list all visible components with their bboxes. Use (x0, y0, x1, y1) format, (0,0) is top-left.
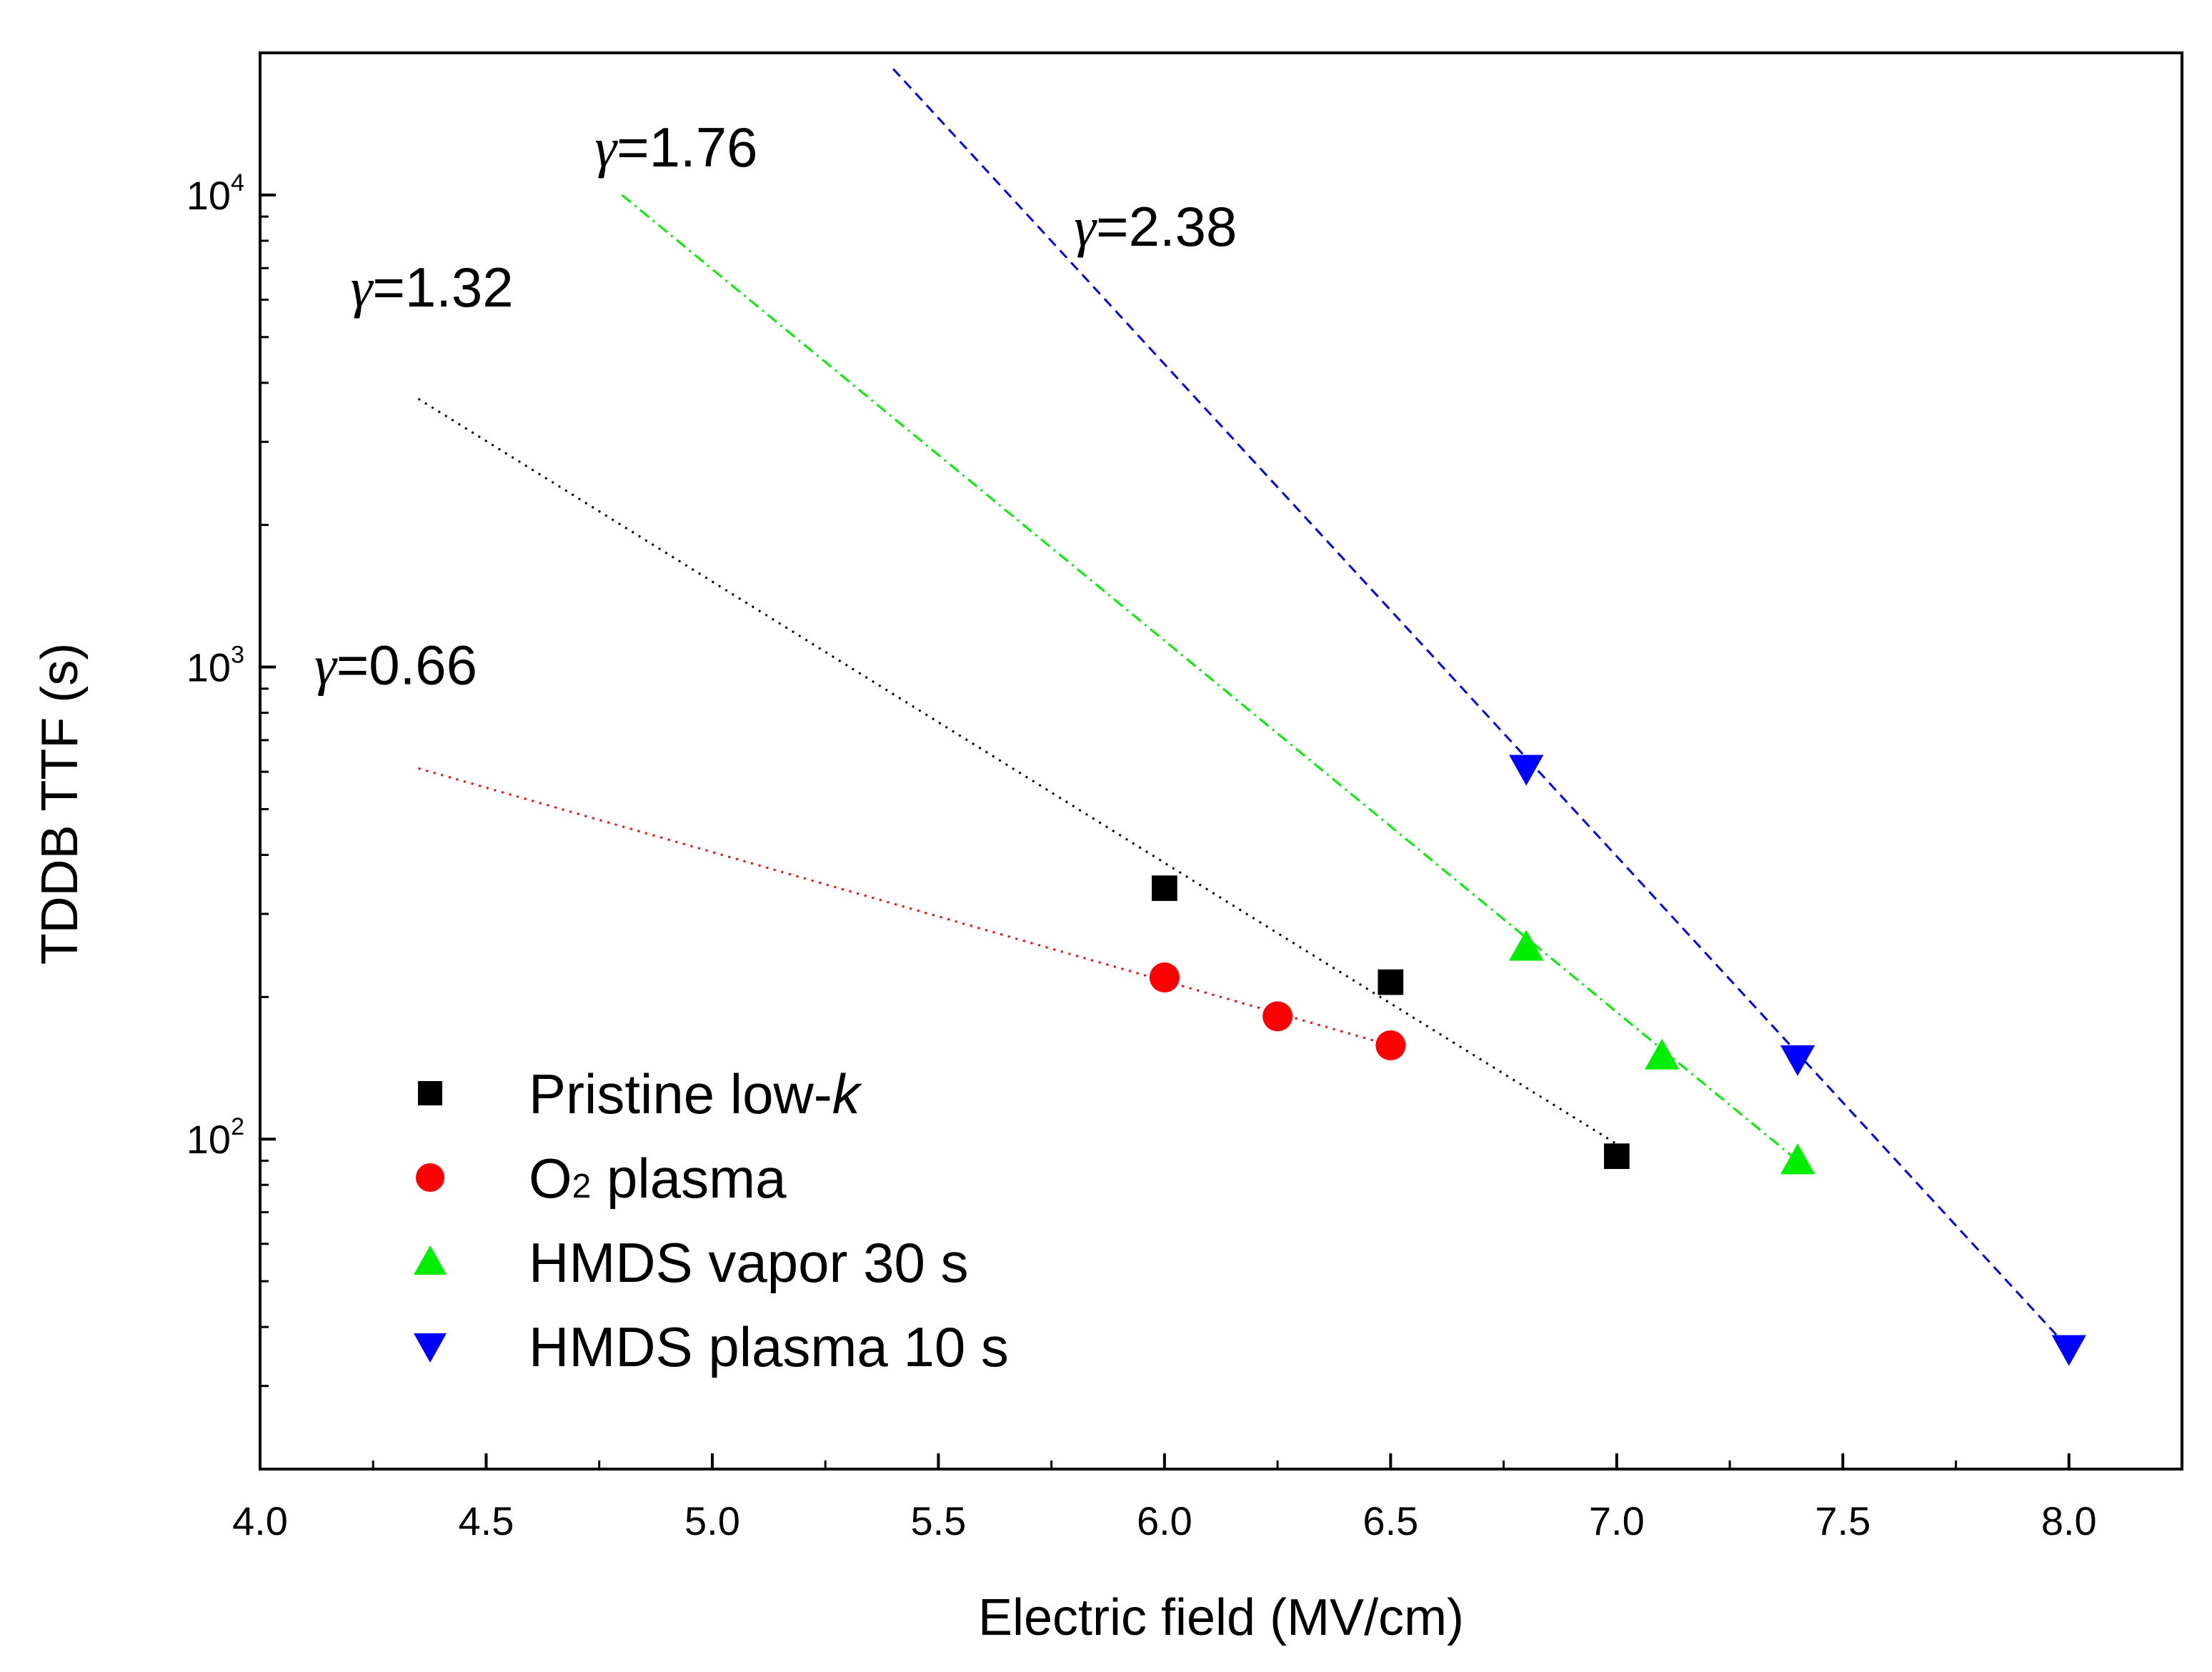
y-axis-ticks: 102 103 104 (186, 51, 276, 1471)
x-tick-label: 7.5 (1815, 1498, 1870, 1543)
gamma-label: γ=2.38 (1074, 195, 1237, 258)
data-point (1509, 755, 1544, 786)
data-point (1603, 1143, 1630, 1169)
data-point (1262, 1001, 1293, 1032)
legend-label: HMDS plasma 10 s (529, 1315, 1009, 1378)
data-points (1149, 755, 2086, 1366)
x-tick-label: 6.0 (1137, 1498, 1192, 1543)
data-point (1375, 1030, 1406, 1060)
legend-marker (418, 1081, 442, 1105)
y-axis-title: TDDB TTF (s) (31, 643, 89, 965)
legend-marker (414, 1333, 447, 1363)
gamma-annotations: γ=1.32 γ=0.66 γ=1.76 γ=2.38 (314, 116, 1237, 697)
x-axis-title: Electric field (MV/cm) (978, 1589, 1464, 1646)
data-point (2051, 1335, 2086, 1366)
x-tick-label: 4.0 (232, 1498, 288, 1543)
x-axis-ticks: 4.0 4.5 5.0 5.5 6.0 6.5 7.0 7.5 8.0 (232, 1453, 2097, 1543)
legend: Pristine low-k O2 plasma HMDS vapor 30 s HM… (414, 1063, 1009, 1378)
gamma-label: γ=1.32 (351, 256, 514, 319)
fit-line-3 (892, 68, 2070, 1350)
x-tick-label: 4.5 (459, 1498, 514, 1543)
legend-marker (414, 1245, 447, 1275)
y-tick-label: 102 (186, 1113, 244, 1162)
plot-frame (259, 51, 2183, 1471)
legend-label: O2 plasma (529, 1147, 787, 1210)
data-point (1780, 1143, 1815, 1175)
fit-line-2 (621, 194, 1798, 1162)
gamma-label: γ=0.66 (314, 633, 477, 696)
fit-line-0 (417, 397, 1627, 1151)
legend-label: HMDS vapor 30 s (529, 1231, 969, 1294)
y-tick-label: 103 (186, 642, 244, 690)
data-point (1644, 1038, 1680, 1070)
data-point (1780, 1045, 1815, 1076)
legend-marker (416, 1163, 444, 1192)
data-point (1149, 962, 1180, 992)
data-point (1152, 875, 1177, 901)
x-tick-label: 7.0 (1589, 1498, 1645, 1543)
fit-lines (417, 68, 2070, 1350)
fit-line-1 (418, 767, 1391, 1047)
data-point (1509, 930, 1544, 961)
legend-label: Pristine low-k (529, 1063, 863, 1125)
x-tick-label: 8.0 (2041, 1498, 2097, 1543)
y-tick-label: 104 (186, 169, 244, 218)
x-tick-label: 5.0 (684, 1498, 740, 1543)
data-point (1377, 969, 1404, 995)
x-tick-label: 6.5 (1362, 1498, 1418, 1543)
x-tick-label: 5.5 (910, 1498, 966, 1543)
gamma-label: γ=1.76 (594, 116, 757, 179)
